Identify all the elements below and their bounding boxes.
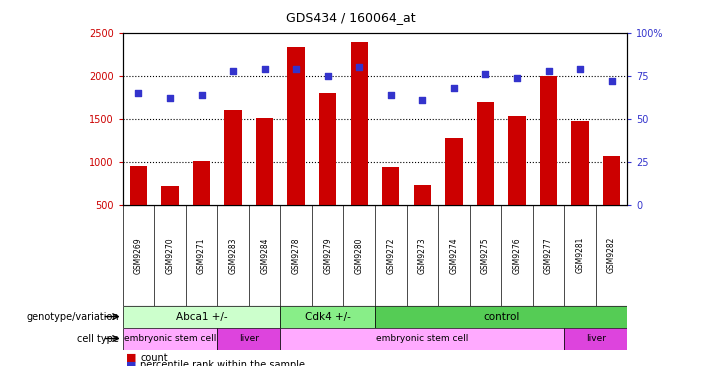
Text: GSM9281: GSM9281 [576,237,585,273]
Text: count: count [140,353,168,363]
Point [259,66,271,72]
Text: GSM9284: GSM9284 [260,237,269,273]
Bar [508,116,526,205]
Text: liver: liver [239,334,259,343]
Point [543,68,554,74]
Bar [280,306,375,328]
Text: liver: liver [586,334,606,343]
Text: ■: ■ [126,353,137,363]
Point [511,75,522,81]
Text: Cdk4 +/-: Cdk4 +/- [305,311,350,322]
Point [386,92,397,98]
Text: percentile rank within the sample: percentile rank within the sample [140,360,305,366]
Point [353,64,365,70]
Bar [123,306,280,328]
Point [575,66,586,72]
Text: GSM9274: GSM9274 [449,237,458,274]
Text: Abca1 +/-: Abca1 +/- [176,311,227,322]
Point [449,85,460,91]
Bar [375,306,627,328]
Point [606,78,617,84]
Bar [571,121,589,205]
Text: GSM9278: GSM9278 [292,237,301,273]
Bar [123,328,217,350]
Bar [256,118,273,205]
Text: ■: ■ [126,360,137,366]
Point [322,73,334,79]
Bar [161,186,179,205]
Point [291,66,302,72]
Text: control: control [483,311,519,322]
Bar [540,76,557,205]
Text: GSM9273: GSM9273 [418,237,427,274]
Bar [319,93,336,205]
Bar [477,102,494,205]
Bar [382,167,400,205]
Text: GSM9269: GSM9269 [134,237,143,274]
Text: embryonic stem cell: embryonic stem cell [124,334,216,343]
Bar [350,42,368,205]
Text: GSM9277: GSM9277 [544,237,553,274]
Text: GSM9280: GSM9280 [355,237,364,273]
Bar [217,328,280,350]
Text: GSM9276: GSM9276 [512,237,522,274]
Point [132,90,144,96]
Text: GSM9275: GSM9275 [481,237,490,274]
Bar [130,166,147,205]
Point [196,92,207,98]
Text: GSM9272: GSM9272 [386,237,395,273]
Point [227,68,238,74]
Bar [564,328,627,350]
Text: GSM9271: GSM9271 [197,237,206,273]
Text: embryonic stem cell: embryonic stem cell [376,334,468,343]
Text: cell type: cell type [77,333,119,344]
Point [164,96,175,101]
Bar [193,161,210,205]
Bar [414,185,431,205]
Bar [287,47,305,205]
Text: GDS434 / 160064_at: GDS434 / 160064_at [286,11,415,24]
Text: genotype/variation: genotype/variation [27,311,119,322]
Point [416,97,428,103]
Text: GSM9282: GSM9282 [607,237,616,273]
Bar [280,328,564,350]
Text: GSM9283: GSM9283 [229,237,238,273]
Bar [445,138,463,205]
Point [479,71,491,77]
Bar [603,156,620,205]
Text: GSM9270: GSM9270 [165,237,175,274]
Text: GSM9279: GSM9279 [323,237,332,274]
Bar [224,111,242,205]
